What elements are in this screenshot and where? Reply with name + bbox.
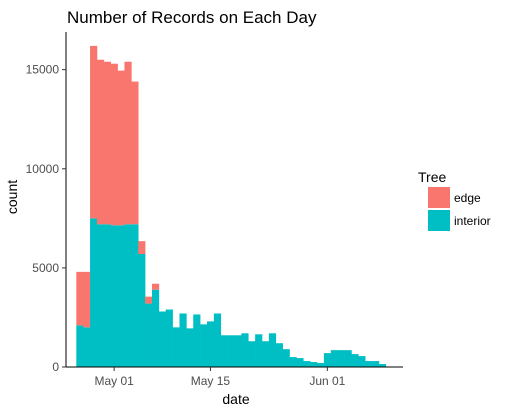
bar-interior	[165, 309, 173, 367]
bar-edge	[138, 241, 146, 255]
bar-interior	[83, 327, 91, 367]
bar-interior	[206, 321, 215, 367]
bar-interior	[76, 325, 84, 367]
legend-swatch-edge	[428, 187, 450, 208]
bar-interior	[255, 334, 263, 367]
bar-interior	[220, 335, 228, 367]
bar-edge	[131, 81, 139, 225]
bar-interior	[124, 224, 132, 367]
y-tick-label: 0	[52, 360, 59, 374]
bar-interior	[365, 361, 373, 367]
bar-interior	[248, 341, 256, 367]
bar-interior	[289, 357, 297, 367]
bar-interior	[310, 362, 318, 367]
x-tick-label: May 01	[94, 374, 134, 388]
x-tick-label: Jun 01	[309, 374, 345, 388]
bar-interior	[323, 353, 332, 367]
y-axis-label: count	[4, 180, 20, 214]
bar-edge	[103, 61, 112, 225]
legend: Tree edge interior	[418, 169, 491, 231]
bar-edge	[117, 70, 125, 226]
bar-interior	[337, 350, 345, 367]
bar-interior	[227, 335, 235, 367]
bar-interior	[268, 333, 277, 367]
bar-edge	[96, 59, 105, 225]
bar-edge	[145, 296, 153, 304]
bar-interior	[234, 335, 242, 367]
bar-interior	[96, 224, 105, 367]
bar-edge	[124, 61, 132, 225]
bar-interior	[131, 224, 139, 367]
bar-interior	[193, 314, 201, 367]
bar-interior	[117, 225, 125, 367]
legend-title: Tree	[418, 169, 446, 185]
x-axis-label: date	[222, 391, 249, 407]
bar-interior	[103, 224, 112, 367]
legend-label-interior: interior	[454, 214, 491, 228]
bar-interior	[275, 343, 283, 367]
y-tick-label: 5000	[32, 261, 59, 275]
bar-edge	[151, 283, 160, 290]
legend-swatch-interior	[428, 210, 450, 231]
bar-interior	[282, 349, 290, 367]
bar-interior	[151, 289, 160, 367]
bar-interior	[296, 358, 304, 367]
bar-interior	[213, 313, 222, 367]
y-tick-label: 10000	[26, 162, 60, 176]
x-ticks-group: May 01 May 15 Jun 01	[94, 367, 346, 388]
x-tick-label: May 15	[191, 374, 231, 388]
bar-interior	[186, 328, 194, 367]
legend-label-edge: edge	[454, 191, 481, 205]
bar-interior	[158, 311, 167, 367]
bar-interior	[372, 361, 380, 367]
y-tick-label: 15000	[26, 63, 60, 77]
bar-interior	[378, 364, 387, 367]
bar-interior	[145, 303, 153, 367]
bars-group	[76, 45, 387, 367]
bar-interior	[262, 341, 270, 367]
bar-interior	[303, 361, 311, 367]
bar-interior	[110, 225, 118, 367]
bar-edge	[110, 63, 118, 226]
bar-edge	[83, 271, 91, 328]
bar-edge	[76, 271, 84, 326]
bar-interior	[344, 350, 352, 367]
bar-interior	[358, 356, 366, 367]
bar-interior	[179, 313, 187, 367]
bar-interior	[90, 218, 98, 367]
bar-interior	[317, 363, 325, 367]
bar-interior	[330, 350, 338, 367]
bar-interior	[200, 324, 208, 367]
chart-title: Number of Records on Each Day	[67, 8, 317, 27]
y-ticks-group: 0 5000 10000 15000	[26, 63, 66, 374]
bar-interior	[351, 354, 359, 367]
bar-interior	[138, 254, 146, 367]
bar-interior	[172, 327, 180, 367]
bar-edge	[90, 45, 98, 219]
bar-interior	[241, 333, 249, 367]
